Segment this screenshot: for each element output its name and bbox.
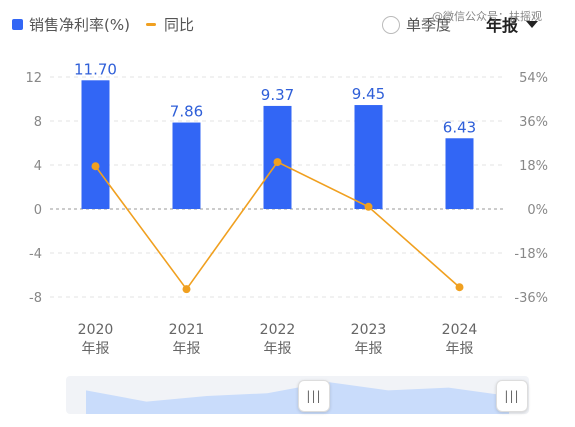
x-tick-label-period: 年报 <box>264 341 292 357</box>
radio-icon[interactable] <box>382 15 400 34</box>
quarterly-toggle-label: 单季度 <box>406 16 452 34</box>
legend-bar-label[interactable]: 销售净利率(%) <box>29 16 130 34</box>
x-tick-label-year: 2023 <box>351 322 387 338</box>
legend-bar-swatch <box>12 19 23 30</box>
bar-data-label: 9.37 <box>261 86 294 104</box>
y-right-tick-label: 36% <box>519 115 548 130</box>
bar <box>263 105 292 209</box>
bar <box>445 138 474 209</box>
bar-data-label: 7.86 <box>170 103 203 121</box>
x-tick-label-period: 年报 <box>173 341 201 357</box>
x-tick-label-year: 2024 <box>442 322 478 338</box>
quarterly-toggle[interactable]: 单季度 <box>382 14 451 35</box>
y-right-tick-label: 18% <box>519 159 548 174</box>
y-left-tick-label: -4 <box>29 247 42 262</box>
slider-overview-area <box>86 382 509 414</box>
y-right-tick-label: 0% <box>527 203 548 218</box>
slider-overview <box>86 382 509 414</box>
y-right-tick-label: -18% <box>514 247 548 262</box>
yoy-point <box>273 158 282 167</box>
bar <box>172 122 201 209</box>
range-slider[interactable] <box>66 376 529 414</box>
bar-data-label: 11.70 <box>74 60 117 78</box>
x-tick-label-period: 年报 <box>82 341 110 357</box>
legend-line-label[interactable]: 同比 <box>163 16 194 34</box>
y-left-tick-label: 12 <box>25 71 42 86</box>
bar <box>81 80 110 209</box>
slider-handle-left[interactable]: ||| <box>298 380 330 412</box>
x-tick-label-period: 年报 <box>355 341 383 357</box>
chart-area: 12 8 4 0 -4 -8 54% 36% 18% 0% -18% -36% 11.70 2020 年报 7… <box>25 60 548 357</box>
x-tick-label-year: 2021 <box>169 322 205 338</box>
x-tick-label-year: 2022 <box>260 322 296 338</box>
x-tick-label-year: 2020 <box>78 322 114 338</box>
slider-handle-right[interactable]: ||| <box>496 380 528 412</box>
bar-data-label: 6.43 <box>443 118 476 136</box>
bar <box>354 105 383 209</box>
period-selector[interactable]: 年报 <box>486 12 539 36</box>
chart-legend: 销售净利率(%) 同比 <box>12 14 194 35</box>
y-left-tick-label: 8 <box>34 115 42 130</box>
y-right-tick-label: -36% <box>514 291 548 306</box>
y-left-tick-label: 4 <box>34 159 42 174</box>
bar-data-label: 9.45 <box>352 85 385 103</box>
y-left-tick-label: -8 <box>29 291 42 306</box>
watermark: @微信公众号：扶摇观 <box>432 10 542 23</box>
chevron-down-icon <box>526 20 539 28</box>
y-left-tick-label: 0 <box>34 203 42 218</box>
legend-line-swatch <box>145 23 156 26</box>
y-right-tick-label: 54% <box>519 71 548 86</box>
yoy-point <box>182 285 191 294</box>
period-selector-label: 年报 <box>486 16 519 35</box>
yoy-point <box>455 283 464 292</box>
yoy-point <box>364 202 373 211</box>
yoy-point <box>91 162 100 171</box>
x-tick-label-period: 年报 <box>446 341 474 357</box>
